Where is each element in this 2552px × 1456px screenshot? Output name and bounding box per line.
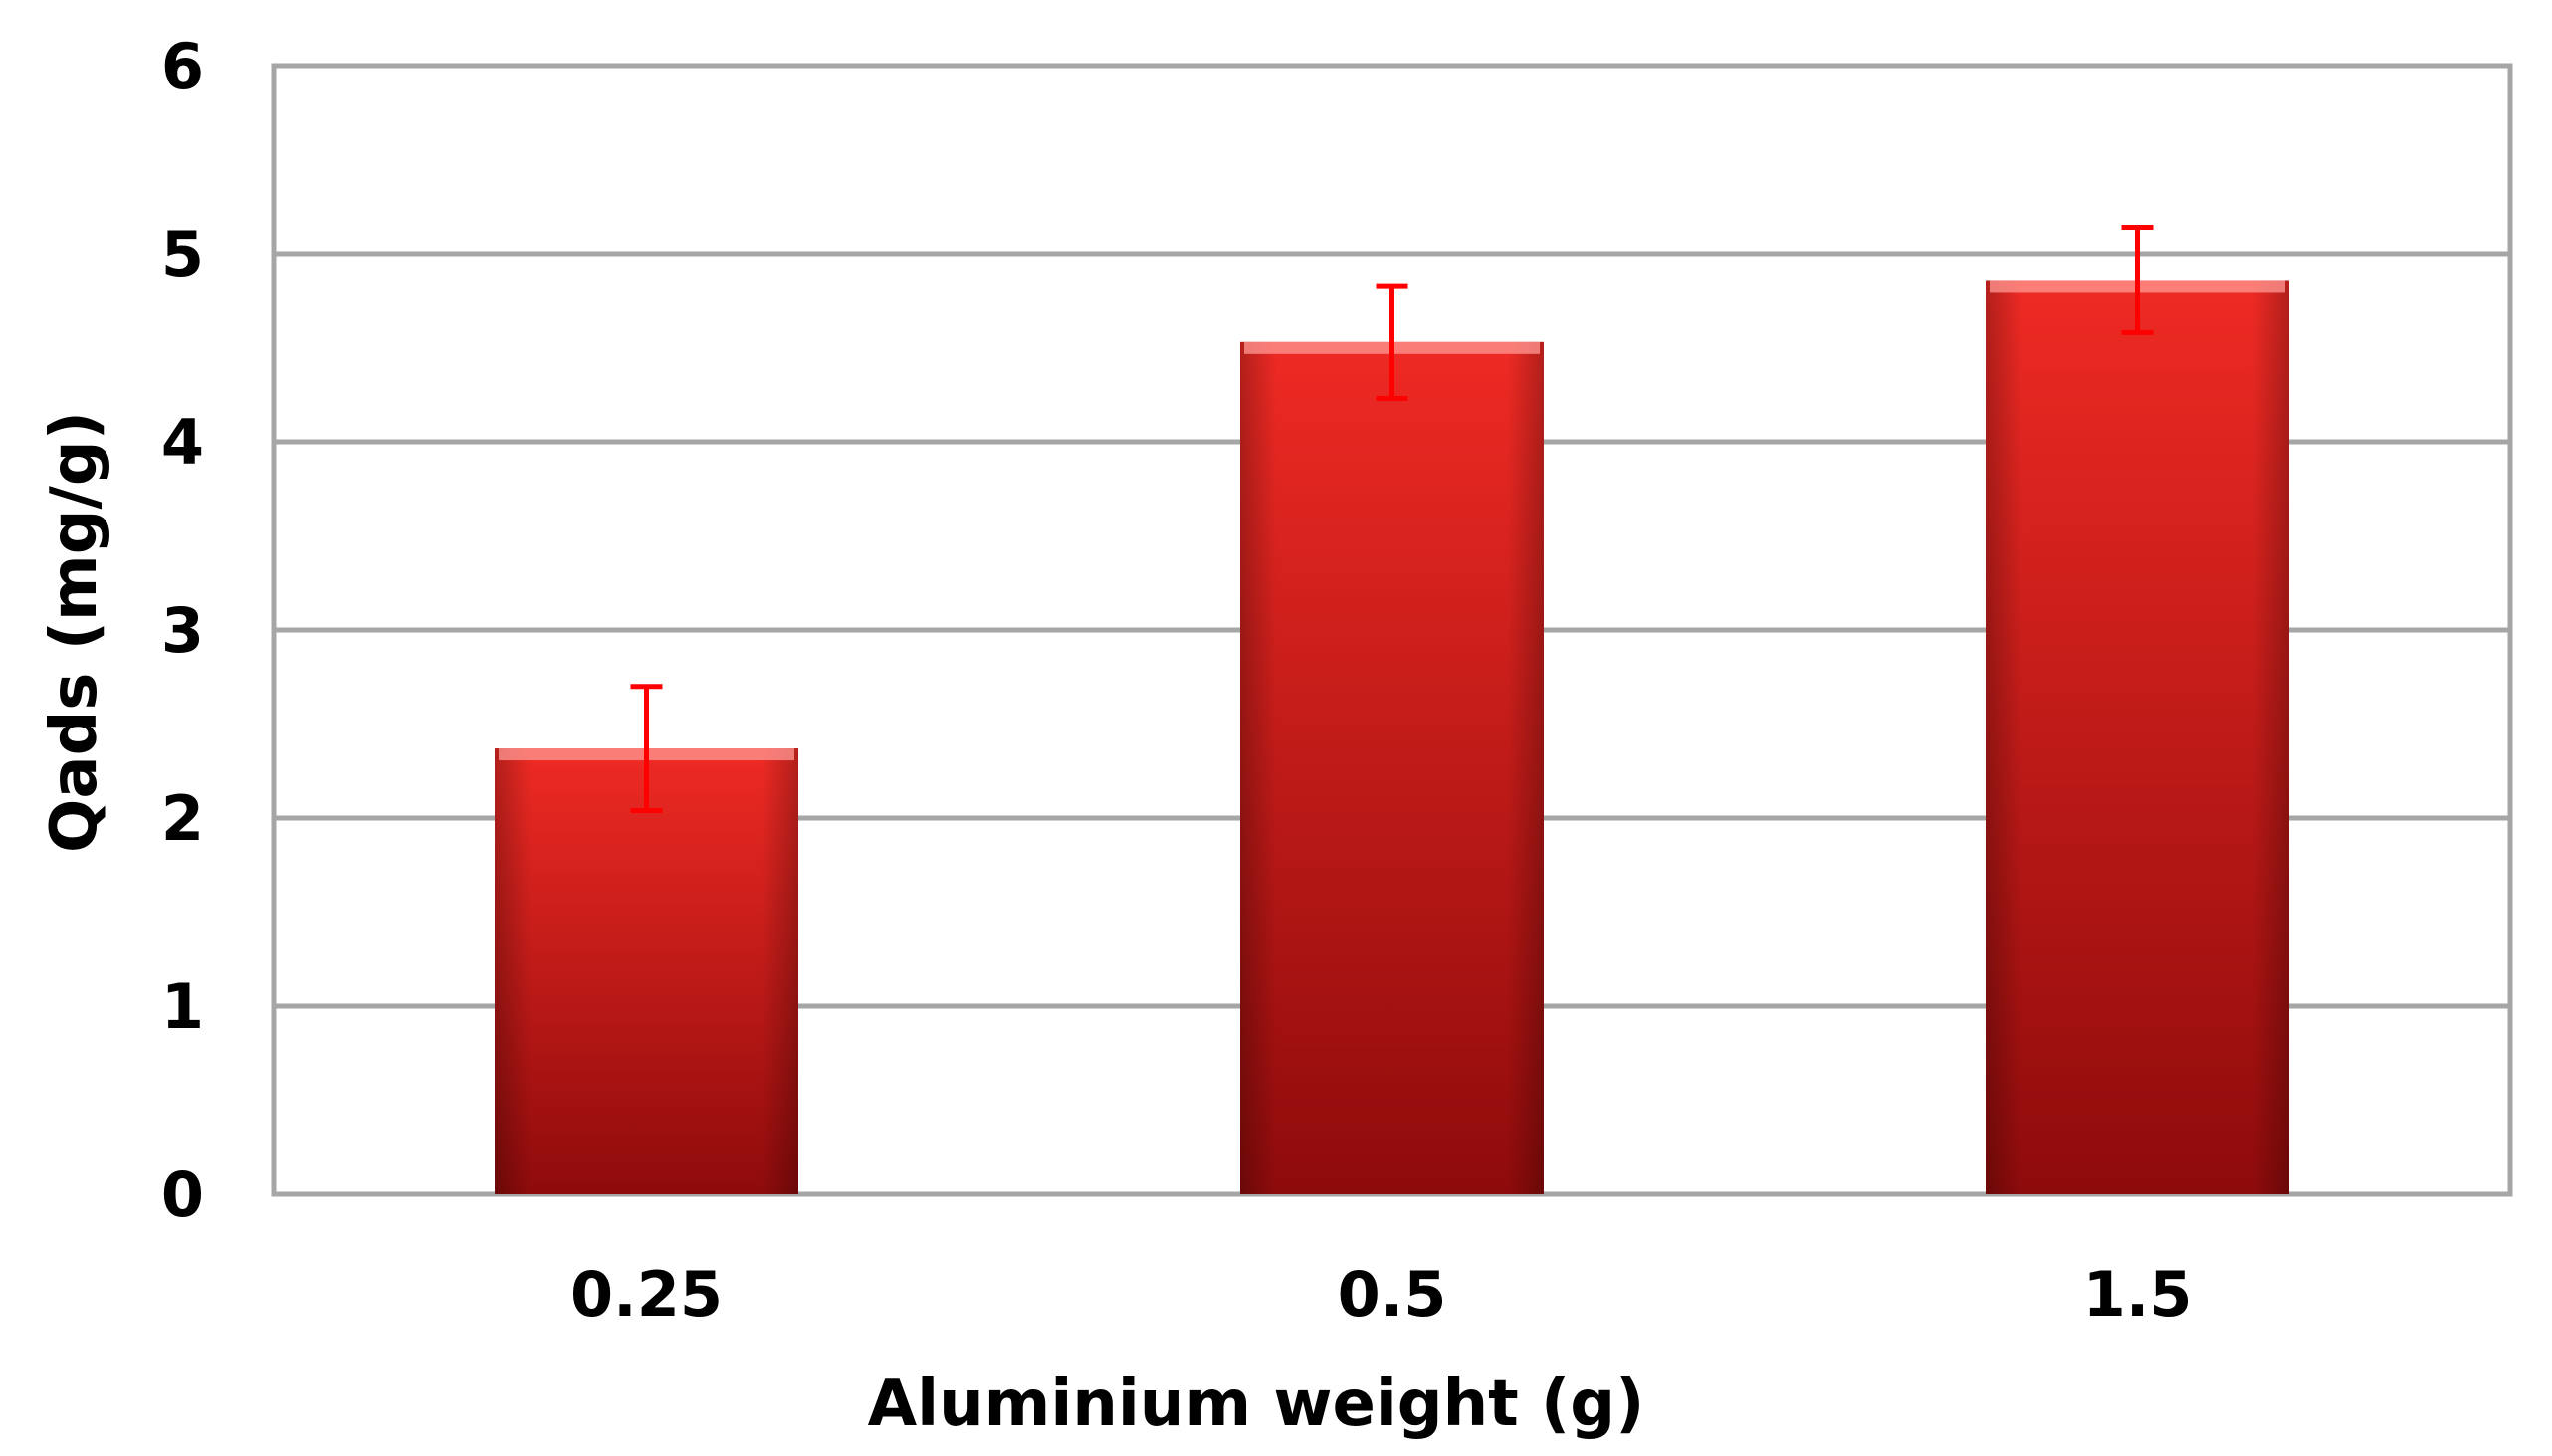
bars [495, 280, 2289, 1195]
y-tick-label: 2 [161, 782, 204, 855]
x-category-label: 0.5 [1338, 1258, 1447, 1331]
bar-shade [1986, 280, 2289, 1195]
y-tick-label: 1 [161, 970, 204, 1043]
error-bar [630, 684, 663, 813]
y-tick-label: 6 [161, 30, 204, 103]
bar-shade [495, 748, 798, 1194]
x-category-label: 0.25 [570, 1258, 723, 1331]
error-bar [1376, 283, 1408, 402]
error-bars [630, 225, 2154, 813]
bar-shade [1240, 341, 1544, 1195]
x-category-labels: 0.25 0.5 1.5 [570, 1258, 2192, 1331]
y-tick-label: 3 [161, 594, 204, 667]
y-tick-label: 5 [161, 218, 204, 291]
y-tick-label: 4 [161, 406, 204, 479]
error-bar [2121, 225, 2154, 335]
bar [1986, 280, 2289, 1195]
y-axis-title: Qads (mg/g) [38, 411, 111, 853]
bar [1240, 341, 1544, 1195]
y-tick-labels: 0 1 2 3 4 5 6 [161, 30, 204, 1231]
x-category-label: 1.5 [2083, 1258, 2193, 1331]
y-tick-label: 0 [161, 1158, 204, 1231]
x-axis-title: Aluminium weight (g) [868, 1367, 1645, 1441]
bar [495, 748, 798, 1194]
